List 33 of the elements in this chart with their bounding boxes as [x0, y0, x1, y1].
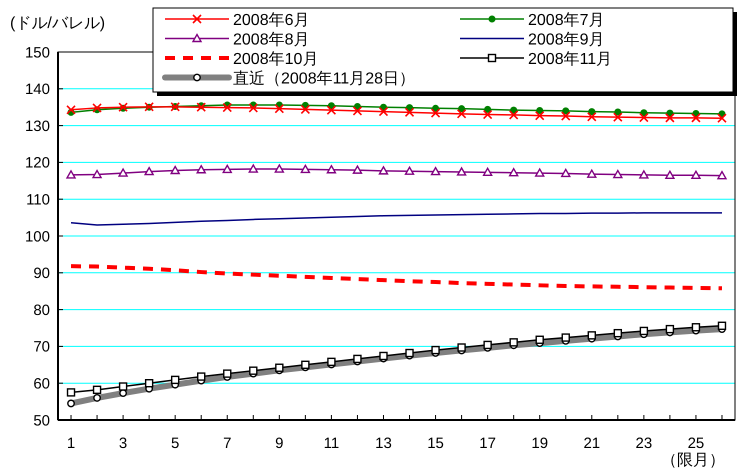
legend-label: 2008年8月	[233, 32, 310, 48]
x-tick-label: 15	[427, 435, 444, 452]
legend-label: 2008年9月	[528, 32, 604, 48]
x-tick-label: 3	[118, 435, 128, 452]
x-tick-label: 9	[275, 435, 284, 452]
y-tick-label: 70	[33, 338, 50, 356]
x-tick-label: 5	[171, 435, 180, 452]
x-tick-label: 19	[531, 435, 548, 452]
y-tick-label: 140	[24, 81, 50, 98]
legend-label: 直近（2008年11月28日）	[233, 70, 415, 88]
legend-label: 2008年7月	[528, 12, 604, 29]
x-tick-label: 1	[66, 435, 76, 452]
y-tick-label: 100	[24, 228, 50, 246]
x-tick-label: 11	[324, 435, 340, 452]
y-axis-title: (ドル/バレル)	[10, 15, 106, 32]
y-tick-label: 50	[33, 412, 50, 430]
y-tick-label: 120	[24, 154, 50, 172]
x-tick-label: 7	[223, 435, 232, 452]
x-tick-label: 17	[479, 435, 496, 452]
y-tick-label: 110	[26, 191, 50, 208]
y-tick-label: 60	[33, 375, 50, 392]
x-axis-title: （限月）	[661, 452, 725, 469]
legend-label: 2008年10月	[233, 51, 318, 68]
legend-label: 2008年6月	[233, 12, 310, 29]
y-tick-label: 130	[24, 118, 50, 135]
y-tick-label: 90	[33, 265, 50, 282]
y-tick-label: 150	[24, 44, 50, 62]
x-tick-label: 23	[636, 435, 652, 452]
x-tick-label: 21	[583, 435, 600, 452]
x-tick-label: 25	[688, 435, 704, 452]
legend-label: 2008年11月	[528, 51, 612, 68]
x-tick-label: 13	[375, 435, 392, 452]
y-tick-label: 80	[33, 302, 50, 319]
